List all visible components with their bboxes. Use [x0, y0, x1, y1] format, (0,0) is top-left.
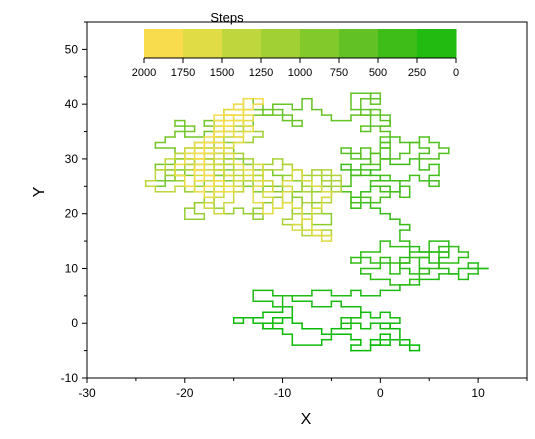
y-tick-label: -10 — [61, 371, 79, 385]
colorbar-swatch — [144, 29, 184, 58]
colorbar-swatch — [339, 29, 379, 58]
x-tick-label: 0 — [377, 386, 384, 400]
colorbar-tick-label: 1750 — [171, 67, 195, 79]
colorbar-tick-label: 500 — [369, 67, 387, 79]
walk-series — [146, 93, 488, 350]
colorbar-tick-label: 2000 — [132, 67, 156, 79]
colorbar-tick-label: 0 — [453, 67, 459, 79]
colorbar-tick-label: 750 — [330, 67, 348, 79]
colorbar-swatch — [261, 29, 301, 58]
colorbar-swatch — [222, 29, 262, 58]
y-tick-label: 40 — [65, 97, 79, 111]
colorbar-tick-label: 1000 — [288, 67, 312, 79]
colorbar-tick-label: 250 — [408, 67, 426, 79]
colorbar-swatch — [417, 29, 457, 58]
x-tick-label: -30 — [78, 386, 96, 400]
y-tick-label: 0 — [71, 316, 78, 330]
x-tick-label: -10 — [274, 386, 292, 400]
x-tick-label: 10 — [471, 386, 485, 400]
colorbar-swatch — [378, 29, 418, 58]
colorbar-tick-label: 1250 — [249, 67, 273, 79]
y-tick-label: 20 — [65, 207, 79, 221]
colorbar-title: Steps — [210, 10, 244, 25]
colorbar-swatch — [300, 29, 340, 58]
y-tick-label: 50 — [65, 42, 79, 56]
y-tick-label: 30 — [65, 152, 79, 166]
y-axis-title: Y — [31, 186, 48, 197]
x-axis-title: X — [301, 411, 312, 428]
colorbar-tick-label: 1500 — [210, 67, 234, 79]
colorbar-swatch — [183, 29, 223, 58]
x-tick-label: -20 — [176, 386, 194, 400]
colorbar-legend: Steps 2000 1750 1500 1250 1000 750 500 250 0 — [132, 10, 459, 79]
y-tick-label: 10 — [65, 261, 79, 275]
